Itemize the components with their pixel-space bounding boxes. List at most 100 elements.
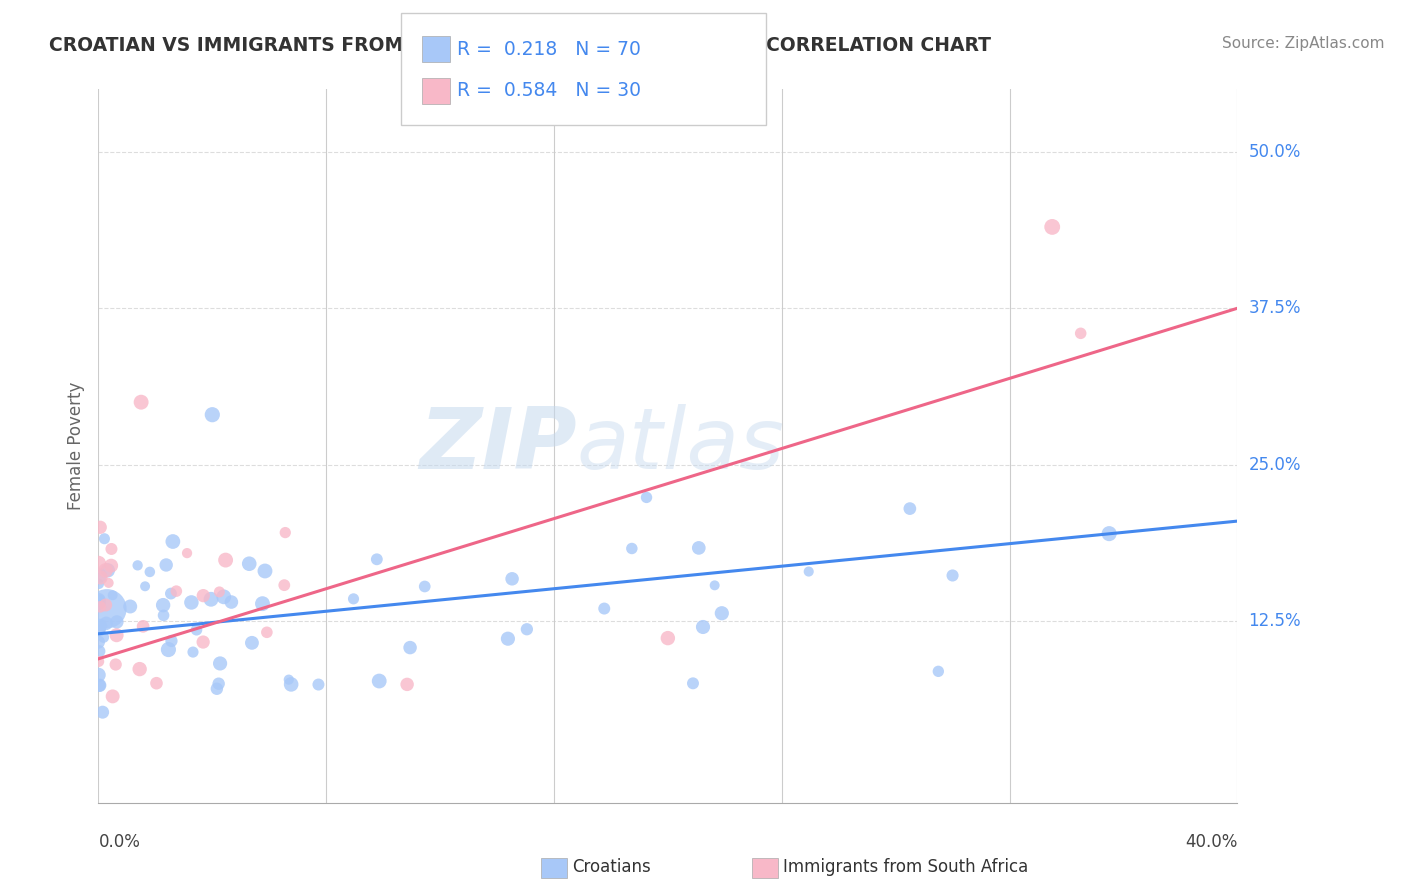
Point	[191, 635, 214, 649]
Point	[256, 625, 278, 640]
Point	[212, 590, 235, 604]
Point	[496, 632, 519, 646]
Y-axis label: Female Poverty: Female Poverty	[67, 382, 86, 510]
Point	[87, 635, 110, 649]
Point	[94, 598, 117, 612]
Point	[797, 565, 820, 579]
Point	[160, 586, 183, 600]
Point	[277, 673, 299, 687]
Point	[129, 395, 152, 409]
Point	[104, 657, 127, 672]
Point	[89, 678, 111, 692]
Text: CROATIAN VS IMMIGRANTS FROM SOUTH AFRICA FEMALE POVERTY CORRELATION CHART: CROATIAN VS IMMIGRANTS FROM SOUTH AFRICA…	[49, 36, 991, 54]
Point	[87, 655, 110, 669]
Text: 50.0%: 50.0%	[1249, 143, 1301, 161]
Point	[186, 623, 208, 637]
Point	[368, 673, 391, 688]
Text: 37.5%: 37.5%	[1249, 300, 1301, 318]
Text: Croatians: Croatians	[572, 858, 651, 876]
Point	[682, 676, 704, 690]
Point	[90, 570, 112, 584]
Point	[181, 645, 204, 659]
Point	[273, 578, 295, 592]
Point	[89, 520, 111, 534]
Point	[657, 631, 679, 645]
Point	[927, 665, 949, 679]
Point	[97, 563, 120, 577]
Point	[396, 677, 419, 691]
Point	[620, 541, 643, 556]
Point	[413, 579, 436, 593]
Point	[152, 608, 174, 623]
Point	[516, 622, 538, 636]
Point	[155, 558, 177, 572]
Point	[89, 619, 111, 633]
Text: R =  0.218   N = 70: R = 0.218 N = 70	[457, 39, 641, 59]
Point	[93, 532, 115, 546]
Text: atlas: atlas	[576, 404, 785, 488]
Text: R =  0.584   N = 30: R = 0.584 N = 30	[457, 81, 641, 101]
Point	[89, 624, 111, 638]
Point	[94, 563, 117, 577]
Point	[101, 588, 124, 602]
Point	[89, 644, 111, 658]
Point	[105, 615, 128, 629]
Point	[165, 584, 187, 599]
Point	[101, 690, 124, 704]
Point	[105, 628, 128, 642]
Text: Source: ZipAtlas.com: Source: ZipAtlas.com	[1222, 36, 1385, 51]
Point	[160, 634, 183, 648]
Point	[253, 564, 276, 578]
Point	[1040, 219, 1063, 234]
Text: Immigrants from South Africa: Immigrants from South Africa	[783, 858, 1028, 876]
Point	[157, 642, 180, 657]
Text: 25.0%: 25.0%	[1249, 456, 1301, 474]
Point	[1070, 326, 1092, 341]
Text: 12.5%: 12.5%	[1249, 612, 1301, 631]
Point	[96, 601, 118, 615]
Point	[97, 575, 120, 590]
Point	[89, 624, 111, 638]
Point	[134, 579, 156, 593]
Point	[252, 597, 274, 611]
Point	[89, 678, 111, 692]
Point	[162, 534, 184, 549]
Point	[128, 662, 150, 676]
Point	[1098, 526, 1121, 541]
Point	[152, 598, 174, 612]
Point	[139, 565, 162, 579]
Point	[96, 616, 118, 631]
Point	[87, 668, 110, 682]
Point	[238, 557, 260, 571]
Point	[145, 676, 167, 690]
Point	[274, 525, 297, 540]
Point	[342, 591, 364, 606]
Point	[193, 589, 215, 603]
Text: 40.0%: 40.0%	[1185, 833, 1237, 851]
Point	[93, 630, 115, 644]
Point	[636, 491, 658, 505]
Point	[180, 595, 202, 609]
Point	[120, 599, 142, 614]
Text: 0.0%: 0.0%	[98, 833, 141, 851]
Point	[942, 568, 965, 582]
Point	[87, 593, 110, 607]
Point	[214, 553, 236, 567]
Point	[200, 592, 222, 607]
Point	[240, 636, 263, 650]
Point	[132, 619, 155, 633]
Point	[703, 578, 725, 592]
Point	[221, 595, 243, 609]
Point	[399, 640, 422, 655]
Point	[209, 657, 232, 671]
Point	[89, 568, 111, 582]
Text: ZIP: ZIP	[419, 404, 576, 488]
Point	[710, 606, 733, 620]
Point	[593, 601, 616, 615]
Point	[87, 557, 110, 571]
Point	[898, 501, 921, 516]
Point	[100, 558, 122, 573]
Point	[205, 681, 228, 696]
Point	[176, 546, 198, 560]
Point	[688, 541, 710, 555]
